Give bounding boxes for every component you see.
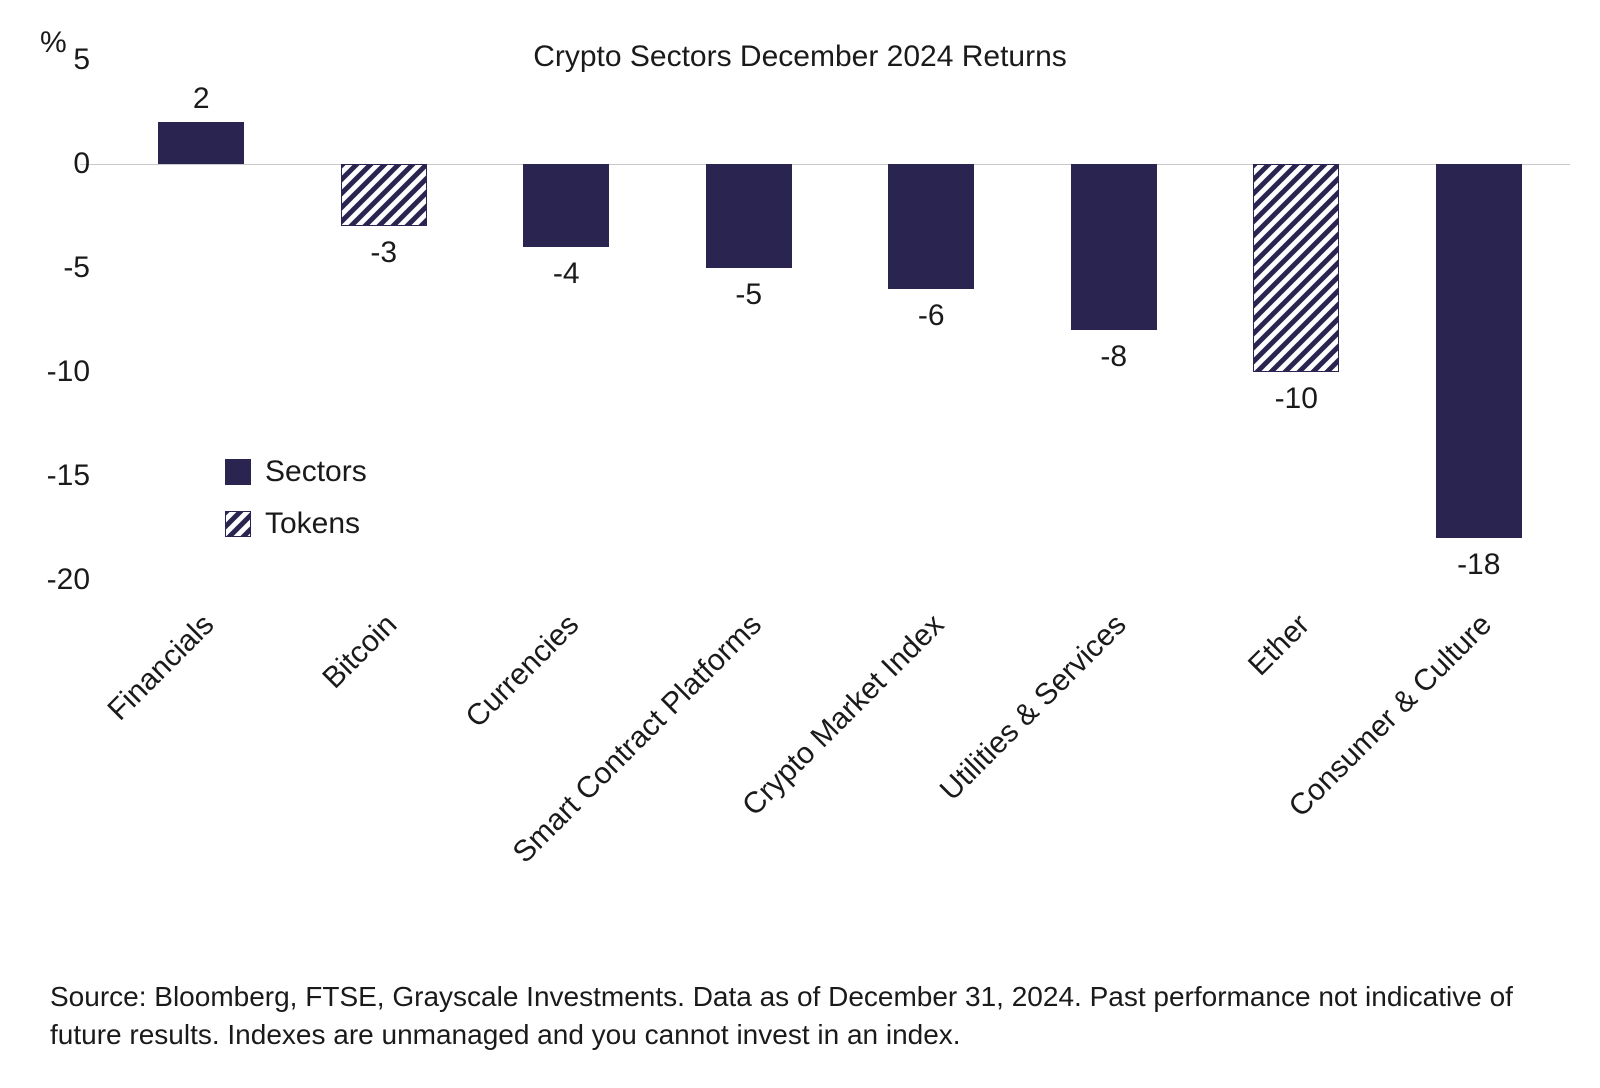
- category-label: Utilities & Services: [934, 608, 1134, 808]
- chart-container: Crypto Sectors December 2024 Returns % 2…: [0, 0, 1600, 1088]
- legend: Sectors Tokens: [225, 455, 367, 559]
- category-label: Crypto Market Index: [736, 608, 951, 823]
- y-tick-label: 5: [73, 43, 90, 77]
- legend-label: Tokens: [265, 507, 360, 541]
- bar: [1253, 164, 1339, 372]
- legend-label: Sectors: [265, 455, 367, 489]
- y-axis-unit: %: [40, 26, 67, 60]
- zero-axis-line: [80, 164, 1570, 165]
- legend-swatch-solid-icon: [225, 459, 251, 485]
- bar: [1436, 164, 1522, 538]
- category-label: Consumer & Culture: [1283, 608, 1499, 824]
- category-label: Ether: [1242, 608, 1317, 683]
- bar-value-label: -5: [735, 278, 762, 312]
- bar-value-label: -3: [370, 236, 397, 270]
- category-label: Financials: [102, 608, 222, 728]
- bar-value-label: -8: [1100, 340, 1127, 374]
- category-label: Bitcoin: [316, 608, 404, 696]
- bar: [341, 164, 427, 226]
- legend-item: Tokens: [225, 507, 367, 541]
- y-tick-label: -20: [47, 563, 90, 597]
- bar-value-label: -4: [553, 257, 580, 291]
- bar-value-label: -6: [918, 299, 945, 333]
- bar: [523, 164, 609, 247]
- y-tick-label: 0: [73, 147, 90, 181]
- y-tick-label: -10: [47, 355, 90, 389]
- bar: [888, 164, 974, 289]
- bar-value-label: 2: [193, 82, 210, 116]
- legend-swatch-hatched-icon: [225, 511, 251, 537]
- bar-value-label: -18: [1457, 548, 1500, 582]
- legend-item: Sectors: [225, 455, 367, 489]
- category-label: Currencies: [460, 608, 587, 735]
- bar: [706, 164, 792, 268]
- y-tick-label: -5: [63, 251, 90, 285]
- bar: [158, 122, 244, 164]
- bar: [1071, 164, 1157, 330]
- y-tick-label: -15: [47, 459, 90, 493]
- source-footnote: Source: Bloomberg, FTSE, Grayscale Inves…: [50, 978, 1550, 1054]
- bar-value-label: -10: [1275, 382, 1318, 416]
